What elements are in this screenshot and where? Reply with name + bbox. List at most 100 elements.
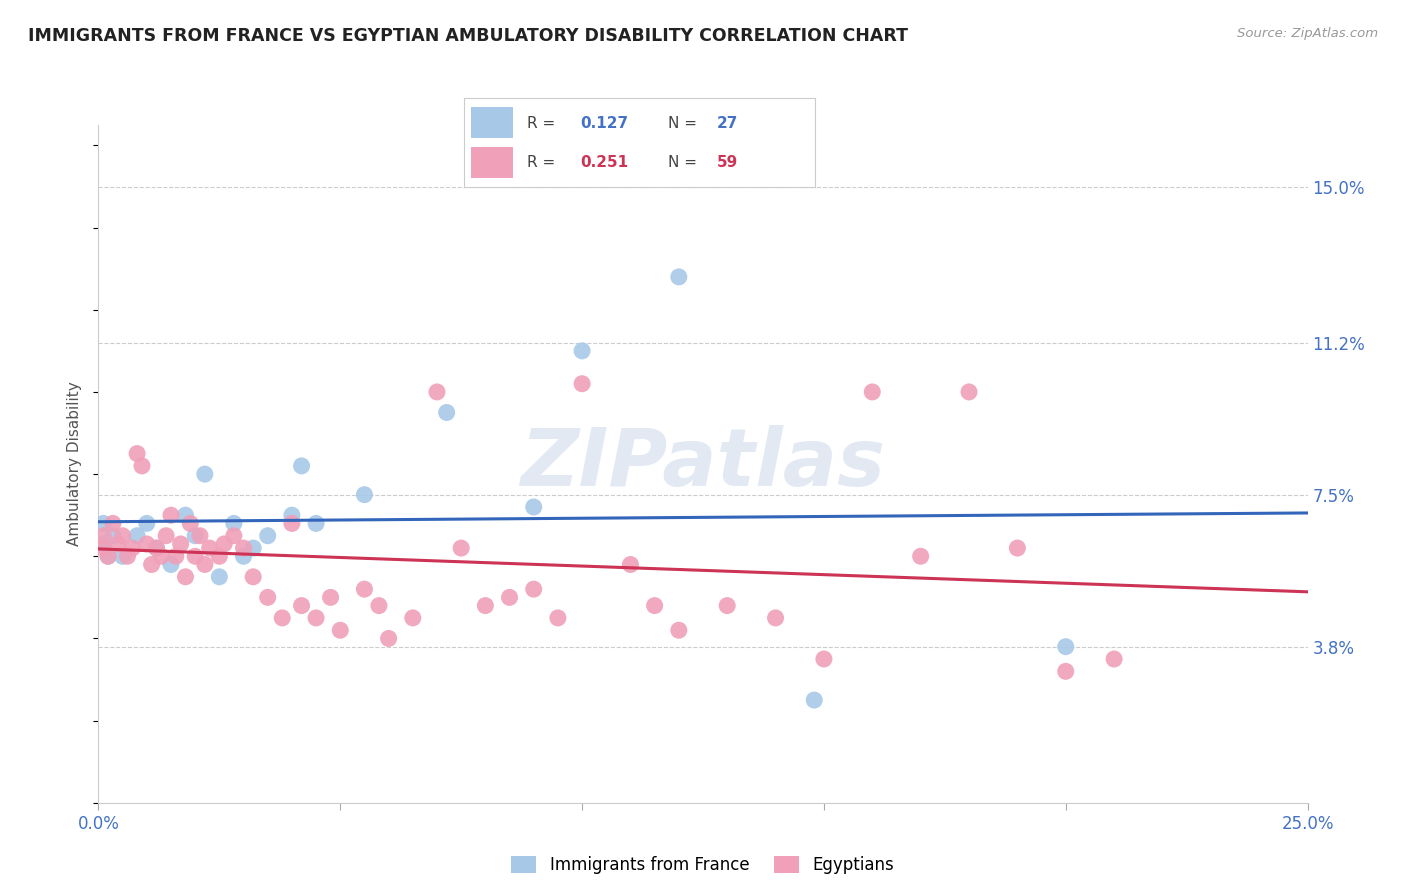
Point [97,549,120,564]
Point [668,624,690,638]
Point [450,541,472,555]
Point [160,508,183,523]
Point [169,537,191,551]
Point [117,549,139,564]
Point [91,529,114,543]
Point [91,516,114,531]
Point [523,582,546,596]
Point [121,541,143,555]
Point [212,537,235,551]
Point [498,591,520,605]
Point [208,549,231,564]
Point [179,516,201,531]
Point [813,652,835,666]
Text: IMMIGRANTS FROM FRANCE VS EGYPTIAN AMBULATORY DISABILITY CORRELATION CHART: IMMIGRANTS FROM FRANCE VS EGYPTIAN AMBUL… [28,27,908,45]
Y-axis label: Ambulatory Disability: Ambulatory Disability [67,382,83,546]
Point [377,632,399,646]
Point [1007,541,1029,555]
Point [135,537,157,551]
Point [256,591,278,605]
Point [957,384,980,399]
Text: 27: 27 [717,116,738,130]
Point [194,558,217,572]
Point [1102,652,1125,666]
Point [353,582,375,596]
Point [571,376,593,391]
Point [474,599,496,613]
Point [194,467,217,482]
Point [111,529,134,543]
Point [305,611,328,625]
Point [644,599,666,613]
Text: R =: R = [527,116,561,130]
Text: 59: 59 [717,155,738,169]
Point [571,343,593,358]
Point [436,405,458,419]
Point [174,570,197,584]
Text: N =: N = [668,155,702,169]
Text: N =: N = [668,116,702,130]
Point [232,549,254,564]
Point [305,516,328,531]
Point [198,541,221,555]
Point [208,570,231,584]
Point [281,516,304,531]
Point [101,529,124,543]
Text: 0.127: 0.127 [581,116,628,130]
Point [101,516,124,531]
Point [127,446,149,460]
Point [256,529,278,543]
Point [97,549,120,564]
Point [188,529,211,543]
Point [290,599,312,613]
Point [1054,665,1077,679]
Point [141,558,163,572]
Point [127,529,149,543]
Point [155,529,177,543]
Point [547,611,569,625]
Point [222,516,245,531]
Point [329,624,352,638]
FancyBboxPatch shape [471,107,513,138]
Point [523,500,546,514]
Point [150,549,173,564]
Point [107,537,129,551]
Point [165,549,187,564]
Point [353,488,375,502]
Point [131,458,153,473]
Point [184,549,207,564]
Point [765,611,787,625]
Point [91,537,114,551]
Point [135,516,157,531]
Point [145,541,167,555]
Point [319,591,342,605]
Point [910,549,932,564]
Point [91,541,114,555]
Point [619,558,641,572]
Point [160,558,183,572]
Text: 0.251: 0.251 [581,155,628,169]
Point [716,599,738,613]
Point [222,529,245,543]
Legend: Immigrants from France, Egyptians: Immigrants from France, Egyptians [503,847,903,882]
Point [1054,640,1077,654]
Point [368,599,391,613]
Point [184,529,207,543]
Point [145,541,167,555]
Point [290,458,312,473]
Point [426,384,449,399]
FancyBboxPatch shape [471,147,513,178]
Point [232,541,254,555]
Point [402,611,425,625]
Point [860,384,883,399]
Point [668,269,690,284]
Point [242,541,264,555]
Point [803,693,825,707]
Point [174,508,197,523]
Point [281,508,304,523]
Point [242,570,264,584]
Point [271,611,294,625]
Text: ZIPatlas: ZIPatlas [520,425,886,503]
Text: R =: R = [527,155,561,169]
Point [111,549,134,564]
